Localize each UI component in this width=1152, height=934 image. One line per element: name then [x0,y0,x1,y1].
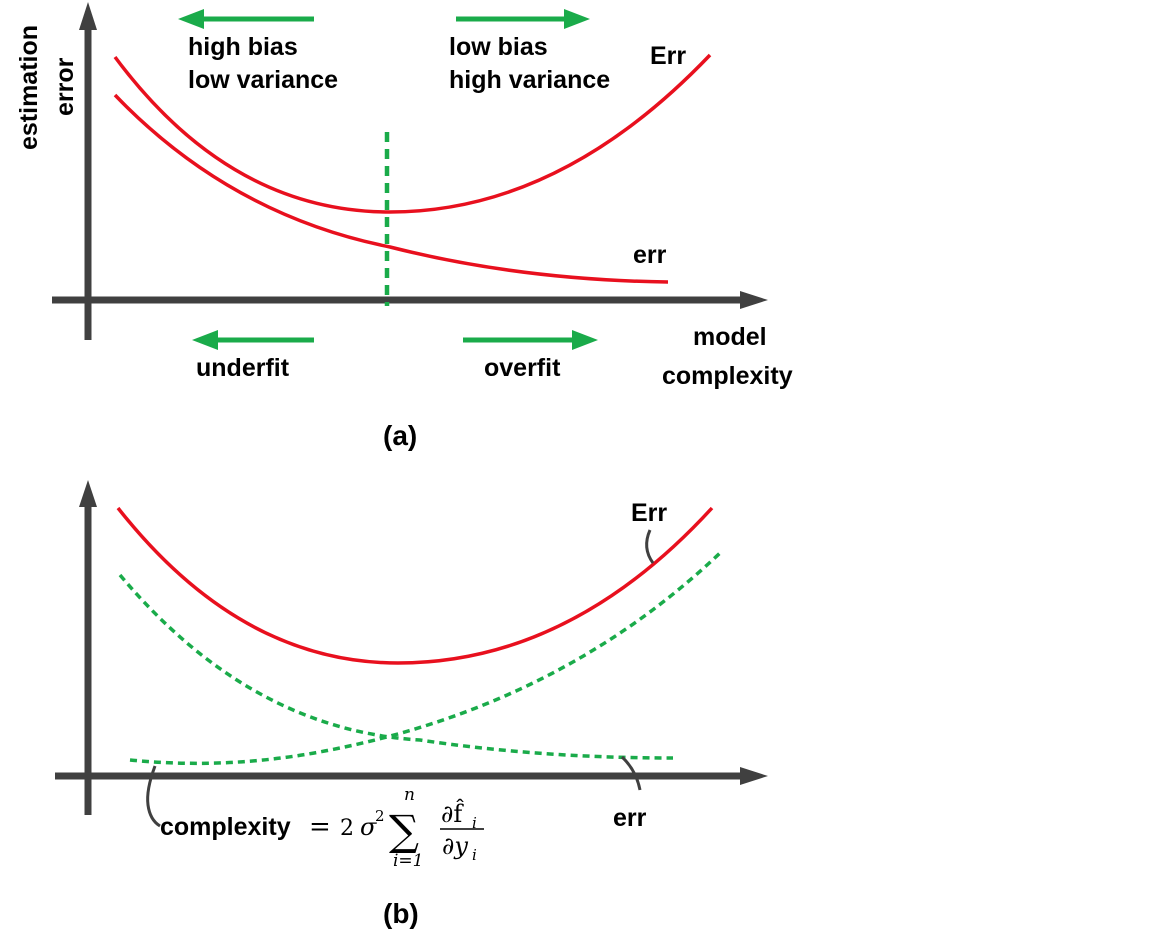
formula-word: complexity [160,813,291,841]
panel-b: Err err complexity = 2 σ 2 ∑ n i=1 ∂f̂ i… [55,480,768,929]
low-bias-label: low bias [449,33,548,61]
err-leader-b [620,755,642,791]
y-axis-label-a-line1: estimation [15,25,43,150]
low-variance-label: low variance [188,66,338,94]
arrow-right-top-head [564,9,590,29]
caption-a: (a) [383,420,417,451]
formula-sigma-exp: 2 [375,807,385,825]
arrow-right-bottom-head [572,330,598,350]
Err-label-b: Err [631,499,667,527]
err-label-b: err [613,804,647,832]
err-curve-b [118,573,674,760]
formula-sum-upper: n [404,785,415,805]
Err-leader-b [645,529,655,564]
x-axis-label-a-line2: complexity [662,362,793,390]
y-axis-b-arrowhead [79,480,97,507]
complexity-leader-b [146,765,161,828]
formula-denom: ∂y [442,832,468,860]
formula-sigma: σ [360,813,377,841]
complexity-curve-b [129,551,722,766]
formula-numer-sub: i [472,814,477,832]
high-variance-label: high variance [449,66,610,94]
underfit-label: underfit [196,354,290,382]
x-axis-label-a-line1: model [693,323,767,351]
high-bias-label: high bias [188,33,298,61]
overfit-label: overfit [484,354,561,382]
complexity-formula: complexity = 2 σ 2 ∑ n i=1 ∂f̂ i ∂y i [160,785,484,871]
x-axis-b-arrowhead [740,767,768,785]
Err-curve-a [113,53,712,214]
err-curve-a [113,93,669,284]
y-axis-label-a-line2: error [51,57,79,116]
y-axis-a-arrowhead [79,2,97,30]
x-axis-a-arrowhead [740,291,768,309]
formula-coef: 2 [340,816,354,841]
formula-denom-sub: i [472,846,477,864]
arrow-left-top-head [178,9,204,29]
formula-numer: ∂f̂ [441,799,464,828]
formula-sum-lower: i=1 [393,851,424,871]
Err-curve-b [116,506,714,665]
panel-a: estimation error high bias low variance … [15,2,793,451]
arrow-left-bottom-head [192,330,218,350]
formula-sum: ∑ [389,806,419,855]
formula-equals: = [309,812,331,842]
Err-label-a: Err [650,42,686,70]
err-label-a: err [633,241,667,269]
caption-b: (b) [383,898,419,929]
